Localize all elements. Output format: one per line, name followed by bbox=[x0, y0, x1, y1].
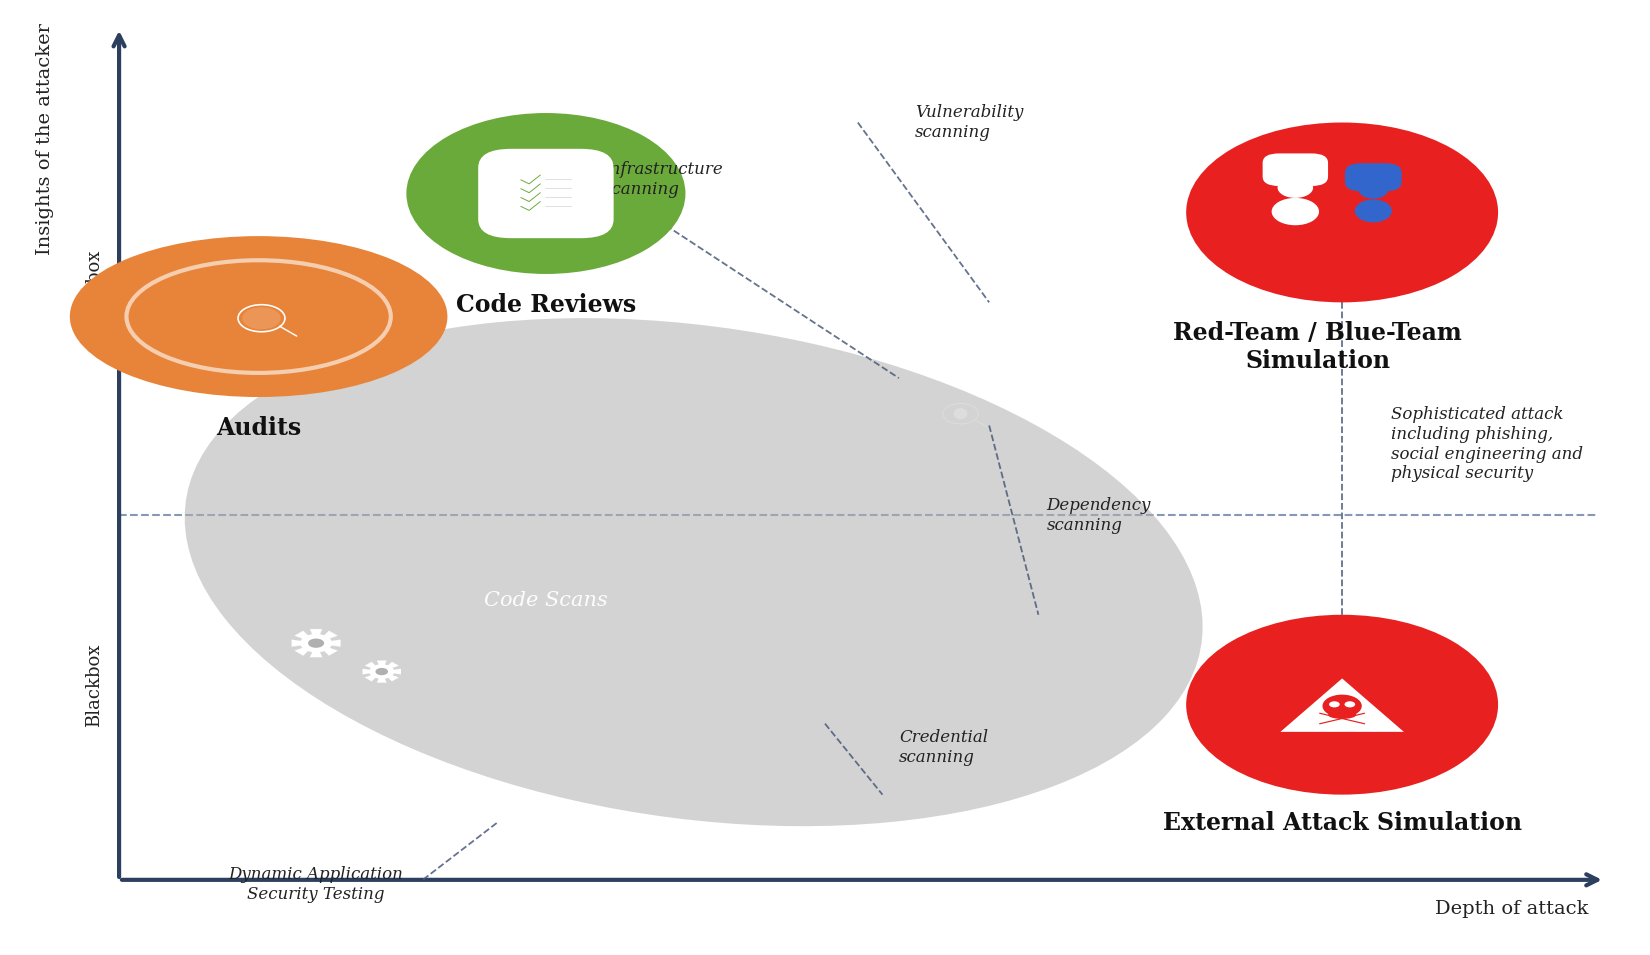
FancyBboxPatch shape bbox=[1262, 154, 1328, 186]
Text: External Attack Simulation: External Attack Simulation bbox=[1163, 811, 1521, 835]
Circle shape bbox=[243, 308, 280, 329]
Circle shape bbox=[1322, 694, 1361, 717]
Text: Blackbox: Blackbox bbox=[86, 644, 104, 728]
Text: Audits: Audits bbox=[216, 416, 302, 440]
Text: Whitebox: Whitebox bbox=[86, 249, 104, 336]
Circle shape bbox=[1186, 615, 1498, 795]
Ellipse shape bbox=[1356, 177, 1391, 182]
Ellipse shape bbox=[1328, 711, 1356, 719]
Circle shape bbox=[1328, 701, 1340, 708]
Text: Dynamic Application
Security Testing: Dynamic Application Security Testing bbox=[229, 866, 404, 902]
Circle shape bbox=[1186, 122, 1498, 303]
Text: Code Scans: Code Scans bbox=[483, 591, 607, 610]
Circle shape bbox=[1358, 181, 1388, 199]
Polygon shape bbox=[363, 661, 401, 683]
Text: Red-Team / Blue-Team
Simulation: Red-Team / Blue-Team Simulation bbox=[1173, 321, 1462, 373]
Text: Depth of attack: Depth of attack bbox=[1436, 900, 1589, 918]
Ellipse shape bbox=[1355, 200, 1393, 223]
Text: Insights of the attacker: Insights of the attacker bbox=[36, 23, 54, 255]
Text: Infrastructure
scanning: Infrastructure scanning bbox=[604, 161, 723, 198]
Text: Code Reviews: Code Reviews bbox=[455, 293, 635, 317]
Text: Sophisticated attack
including phishing,
social engineering and
physical securit: Sophisticated attack including phishing,… bbox=[1391, 407, 1584, 482]
Text: Vulnerability
scanning: Vulnerability scanning bbox=[916, 104, 1023, 140]
Text: Credential
scanning: Credential scanning bbox=[899, 729, 988, 766]
Ellipse shape bbox=[1272, 198, 1318, 225]
Polygon shape bbox=[292, 629, 340, 657]
Circle shape bbox=[1277, 178, 1313, 198]
FancyBboxPatch shape bbox=[478, 149, 614, 238]
Ellipse shape bbox=[69, 236, 447, 397]
Circle shape bbox=[376, 668, 388, 675]
Circle shape bbox=[1345, 701, 1355, 708]
Ellipse shape bbox=[1274, 174, 1317, 180]
Circle shape bbox=[406, 113, 685, 274]
Circle shape bbox=[309, 639, 323, 647]
FancyBboxPatch shape bbox=[1345, 163, 1401, 191]
Polygon shape bbox=[1280, 678, 1404, 732]
Ellipse shape bbox=[185, 318, 1203, 826]
Text: Dependency
scanning: Dependency scanning bbox=[1046, 497, 1152, 534]
Ellipse shape bbox=[954, 408, 967, 419]
